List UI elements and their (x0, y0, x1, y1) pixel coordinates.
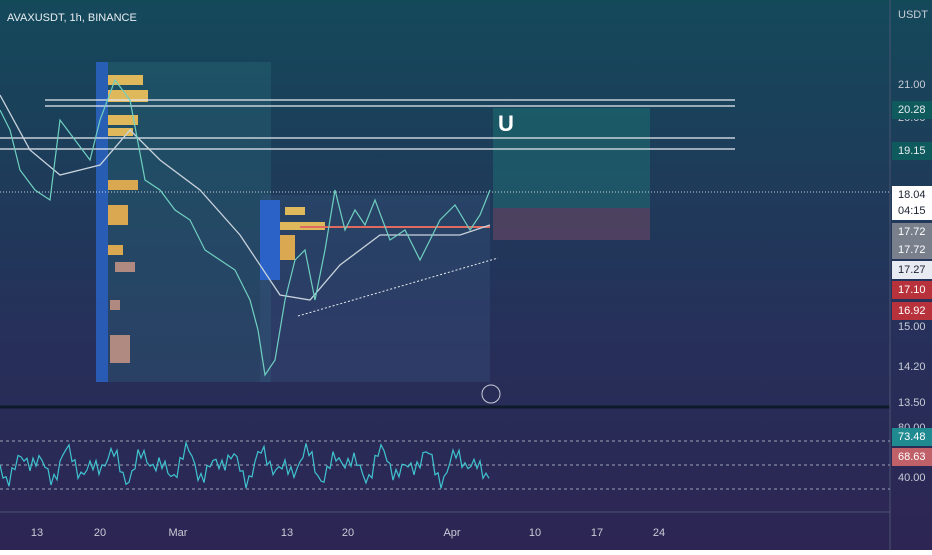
time-label: 13 (281, 527, 293, 539)
rsi-badge (892, 428, 932, 446)
target-zone (493, 108, 650, 208)
price-label: 15.00 (898, 321, 926, 333)
price-badge-label: 17.27 (898, 264, 926, 276)
price-path (0, 78, 491, 377)
rsi-badge-label: 68.63 (898, 451, 926, 463)
time-label: 10 (529, 527, 541, 539)
price-badge (892, 302, 932, 320)
rsi-levels (0, 440, 890, 490)
time-label: Apr (443, 527, 460, 539)
magnet-icon[interactable]: U (498, 111, 514, 136)
rsi-badge-label: 73.48 (898, 431, 926, 443)
price-label: 13.50 (898, 397, 926, 409)
price-badge (892, 142, 932, 160)
time-label: Mar (169, 527, 188, 539)
price-badge-label: 18.04 (898, 189, 926, 201)
price-badge (892, 186, 932, 204)
time-label: 24 (653, 527, 665, 539)
price-label: 21.00 (898, 79, 926, 91)
stop-zone (493, 208, 650, 240)
lightning-button[interactable] (481, 384, 501, 404)
price-badge (892, 202, 932, 220)
time-label: 17 (591, 527, 603, 539)
price-badge (892, 281, 932, 299)
price-badge-label: 20.28 (898, 104, 926, 116)
price-label: 14.20 (898, 361, 926, 373)
price-badge-label: 17.72 (898, 226, 926, 238)
price-badge-label: 17.10 (898, 284, 926, 296)
price-badge (892, 223, 932, 241)
price-badge-label: 17.72 (898, 244, 926, 256)
time-label: 20 (342, 527, 354, 539)
rsi-line (0, 440, 490, 489)
moving-average (0, 94, 491, 301)
price-badge (892, 261, 932, 279)
price-badge-label: 04:15 (898, 205, 926, 217)
price-badge (892, 101, 932, 119)
rsi-label: 40.00 (898, 472, 926, 484)
rsi-badge (892, 448, 932, 466)
symbol-title: AVAXUSDT, 1h, BINANCE (7, 12, 137, 24)
time-label: 20 (94, 527, 106, 539)
price-badge-label: 19.15 (898, 145, 926, 157)
price-badge (892, 241, 932, 259)
trendline (297, 257, 499, 317)
volume-profile (96, 62, 325, 382)
price-badge-label: 16.92 (898, 305, 926, 317)
time-label: 13 (31, 527, 43, 539)
axis-unit: USDT (898, 9, 928, 21)
